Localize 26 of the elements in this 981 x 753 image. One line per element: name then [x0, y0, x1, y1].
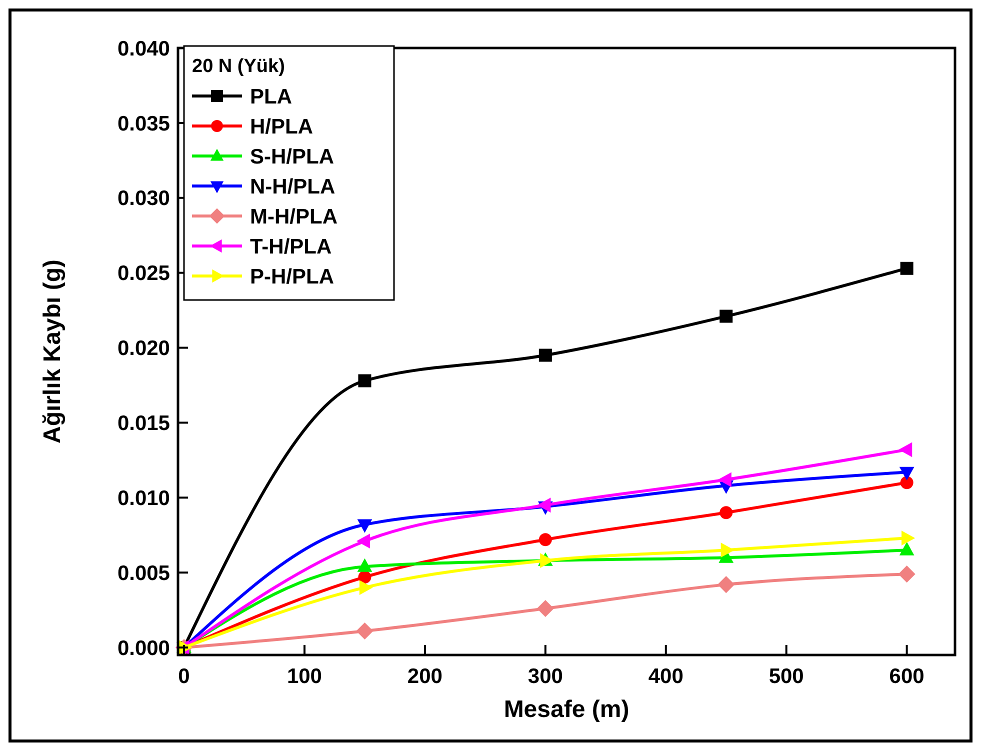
x-tick-label: 200 [407, 665, 442, 688]
legend-label: P-H/PLA [250, 265, 334, 288]
y-tick-label: 0.030 [117, 187, 170, 210]
legend-label: S-H/PLA [250, 145, 334, 168]
legend-title: 20 N (Yük) [192, 56, 285, 77]
y-tick-label: 0.020 [117, 337, 170, 360]
y-tick-label: 0.000 [117, 636, 170, 660]
x-tick-label: 500 [768, 665, 804, 688]
y-tick-label: 0.015 [117, 412, 170, 436]
y-tick-label: 0.005 [117, 562, 170, 585]
x-axis-title: Mesafe (m) [504, 696, 630, 723]
x-tick-label: 0 [178, 665, 190, 688]
y-tick-label: 0.040 [117, 37, 170, 60]
y-tick-label: 0.035 [117, 112, 170, 136]
x-tick-label: 100 [286, 665, 322, 688]
y-tick-label: 0.025 [117, 262, 170, 286]
legend-label: M-H/PLA [250, 205, 338, 228]
legend-label: H/PLA [250, 115, 313, 138]
y-axis-title: Ağırlık Kaybı (g) [39, 259, 66, 444]
y-tick-label: 0.010 [117, 486, 170, 510]
legend-label: N-H/PLA [250, 175, 336, 198]
legend-label: PLA [250, 85, 292, 108]
legend-label: T-H/PLA [250, 235, 332, 258]
x-tick-label: 600 [889, 665, 924, 688]
x-tick-label: 300 [528, 665, 563, 688]
x-tick-label: 400 [648, 665, 684, 688]
